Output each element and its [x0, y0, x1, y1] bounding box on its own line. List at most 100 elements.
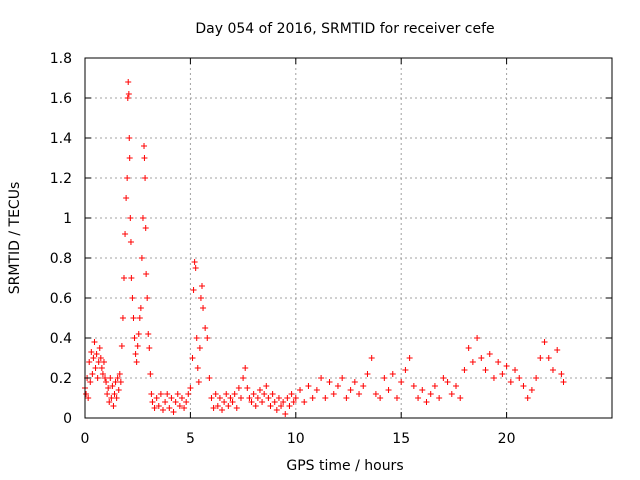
data-point [545, 355, 552, 361]
plot-frame [84, 57, 613, 419]
data-point [436, 395, 443, 401]
data-point [469, 359, 476, 365]
data-point [190, 287, 197, 293]
data-point [137, 305, 144, 311]
data-point [185, 391, 192, 397]
data-point [286, 403, 293, 409]
data-point [138, 255, 145, 261]
data-point [204, 335, 211, 341]
x-tick-label: 15 [392, 431, 410, 447]
data-point [162, 399, 169, 405]
data-point [275, 395, 282, 401]
data-point [419, 387, 426, 393]
data-point [149, 399, 156, 405]
data-point [453, 383, 460, 389]
data-point [490, 375, 497, 381]
data-point [87, 379, 94, 385]
data-point [415, 395, 422, 401]
data-point [368, 355, 375, 361]
data-point [115, 387, 122, 393]
data-point [233, 405, 240, 411]
data-point [193, 335, 200, 341]
data-point [427, 391, 434, 397]
data-point [118, 343, 125, 349]
data-point [244, 385, 251, 391]
data-point [503, 363, 510, 369]
data-point [89, 371, 96, 377]
data-point [292, 395, 299, 401]
data-point [172, 399, 179, 405]
data-point [259, 399, 266, 405]
data-point [151, 405, 158, 411]
data-point [174, 391, 181, 397]
data-point [267, 403, 274, 409]
data-point [130, 315, 137, 321]
data-point [206, 375, 213, 381]
data-point [486, 351, 493, 357]
data-point [214, 403, 221, 409]
data-point [128, 275, 135, 281]
data-point [265, 395, 272, 401]
data-point [389, 371, 396, 377]
data-point [271, 399, 278, 405]
data-point [126, 155, 133, 161]
data-point [347, 387, 354, 393]
data-point [263, 383, 270, 389]
data-point [119, 315, 126, 321]
data-point [100, 359, 107, 365]
data-point [106, 399, 113, 405]
data-point [322, 395, 329, 401]
data-point [124, 95, 131, 101]
data-point [318, 375, 325, 381]
data-point [86, 359, 93, 365]
data-point [155, 403, 162, 409]
data-point [364, 371, 371, 377]
y-tick-label: 1.2 [50, 171, 72, 187]
data-point [123, 195, 130, 201]
data-point [343, 395, 350, 401]
data-point [465, 345, 472, 351]
data-point [254, 395, 261, 401]
data-point [176, 403, 183, 409]
data-point [313, 387, 320, 393]
data-point [170, 409, 177, 415]
data-point [146, 345, 153, 351]
data-point [356, 391, 363, 397]
data-point [105, 385, 112, 391]
data-points [82, 79, 567, 417]
data-point [85, 395, 92, 401]
data-point [114, 375, 121, 381]
x-tick-label: 5 [186, 431, 195, 447]
data-point [461, 367, 468, 373]
data-point [132, 351, 139, 357]
data-point [88, 349, 95, 355]
data-point [116, 371, 123, 377]
data-point [131, 335, 138, 341]
data-point [495, 359, 502, 365]
data-point [223, 391, 230, 397]
data-point [235, 385, 242, 391]
data-point [402, 367, 409, 373]
data-point [91, 339, 98, 345]
y-tick-label: 0.8 [50, 251, 72, 267]
data-point [457, 395, 464, 401]
data-point [231, 391, 238, 397]
data-point [164, 391, 171, 397]
data-point [242, 365, 249, 371]
data-point [197, 295, 204, 301]
data-point [351, 379, 358, 385]
data-point [196, 345, 203, 351]
data-point [288, 391, 295, 397]
data-point [210, 405, 217, 411]
data-point [537, 355, 544, 361]
data-point [109, 383, 116, 389]
data-point [284, 395, 291, 401]
data-point [309, 395, 316, 401]
data-point [393, 395, 400, 401]
data-point [533, 375, 540, 381]
data-point [141, 143, 148, 149]
data-point [330, 391, 337, 397]
data-point [187, 385, 194, 391]
y-axis-label: SRMTID / TECUs [7, 182, 23, 295]
